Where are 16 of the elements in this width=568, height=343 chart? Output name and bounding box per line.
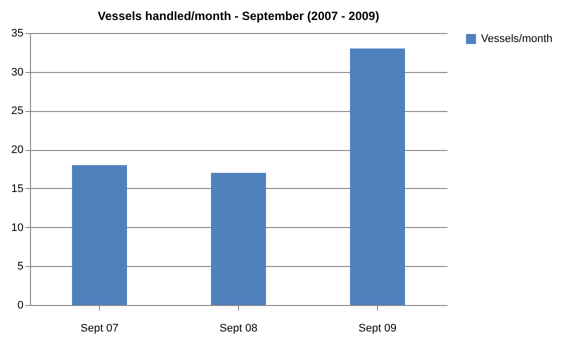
y-tick-label: 35 (11, 28, 24, 40)
y-tick-label: 0 (17, 300, 24, 312)
y-tick-label: 15 (11, 182, 24, 195)
y-tick-label: 20 (11, 144, 24, 156)
bar (72, 165, 127, 305)
y-tick-label: 30 (11, 66, 24, 78)
x-tick-label: Sept 08 (220, 322, 258, 334)
bar (211, 172, 266, 305)
chart-title: Vessels handled/month - September (2007 - 2009) (98, 9, 380, 23)
y-tick-label: 5 (17, 260, 24, 273)
x-tick-label: Sept 09 (358, 322, 396, 334)
y-tick-label: 25 (11, 105, 24, 118)
bar (350, 48, 405, 305)
legend-label: Vessels/month (481, 33, 553, 45)
x-tick-label: Sept 07 (80, 322, 118, 334)
y-tick-label: 10 (11, 222, 24, 234)
